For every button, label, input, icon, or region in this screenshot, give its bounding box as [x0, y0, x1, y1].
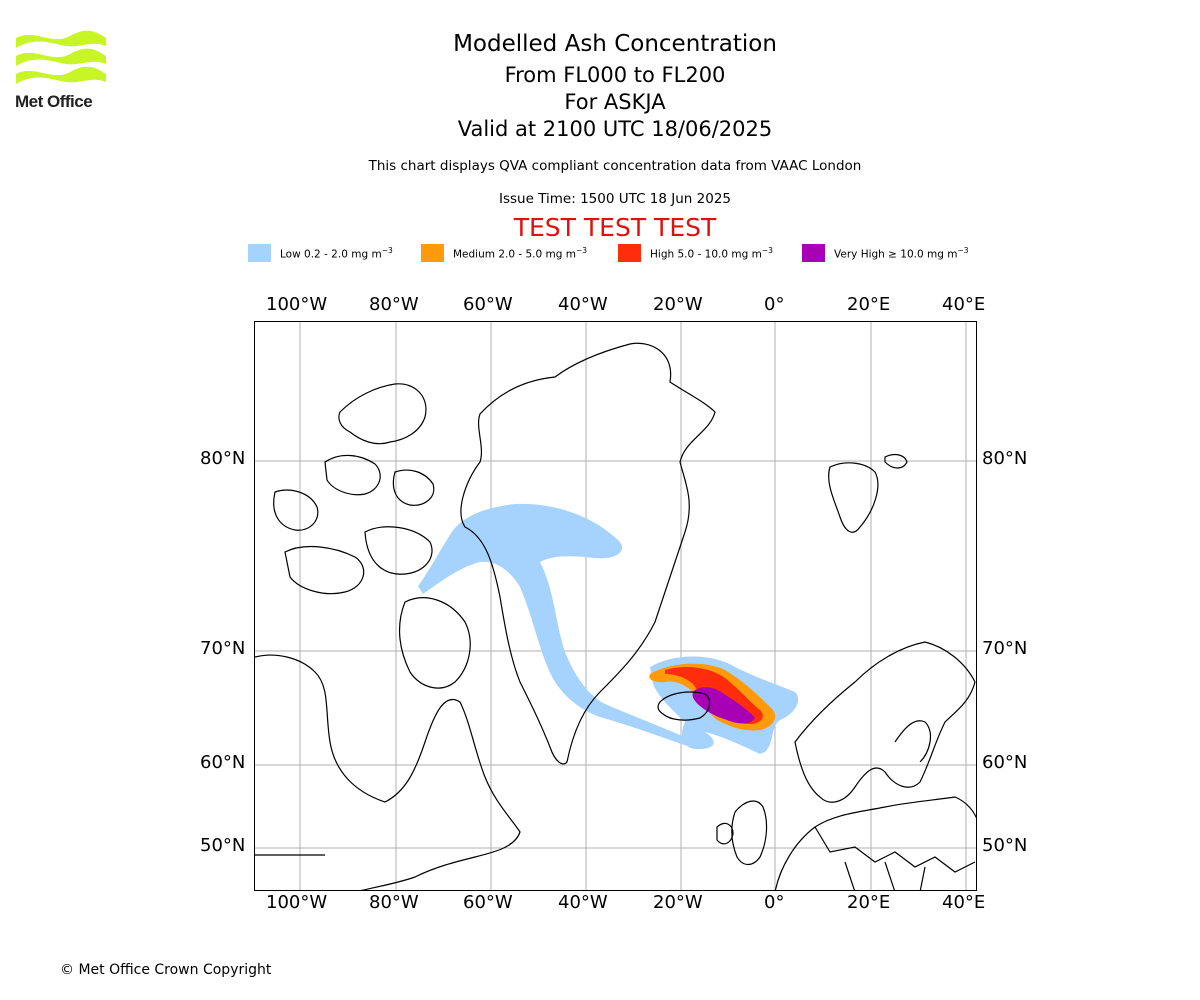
lat-label-right: 60°N	[982, 752, 1028, 773]
logo-text: Met Office	[15, 92, 93, 111]
lat-label-right: 80°N	[982, 448, 1028, 469]
valid-time: Valid at 2100 UTC 18/06/2025	[457, 117, 773, 141]
lon-label-bottom: 0°	[764, 892, 785, 913]
legend-item-medium: Medium 2.0 - 5.0 mg m−3	[421, 244, 587, 262]
lon-label-bottom: 60°W	[463, 892, 513, 913]
flight-level-range: From FL000 to FL200	[504, 63, 726, 87]
lon-label-bottom: 100°W	[266, 892, 328, 913]
legend-item-very-high: Very High ≥ 10.0 mg m−3	[802, 244, 969, 262]
legend-label-very-high: Very High ≥ 10.0 mg m	[834, 248, 958, 261]
lon-label-bottom: 20°E	[847, 892, 891, 913]
ash-very-high	[692, 687, 755, 724]
legend-swatch-very-high	[802, 244, 825, 262]
lon-label-top: 20°E	[847, 294, 891, 315]
chart-title: Modelled Ash Concentration	[453, 31, 777, 57]
lon-label-bottom: 80°W	[369, 892, 419, 913]
ash-concentration-map	[254, 321, 977, 891]
lon-label-top: 100°W	[266, 294, 328, 315]
lon-label-top: 60°W	[463, 294, 513, 315]
lon-label-top: 80°W	[369, 294, 419, 315]
coastlines	[255, 342, 976, 890]
lon-label-top: 40°W	[558, 294, 608, 315]
copyright-notice: © Met Office Crown Copyright	[60, 962, 272, 978]
legend-label-medium: Medium 2.0 - 5.0 mg m	[453, 248, 576, 261]
test-banner: TEST TEST TEST	[513, 213, 717, 242]
legend-item-high: High 5.0 - 10.0 mg m−3	[618, 244, 773, 262]
lat-label-left: 60°N	[200, 752, 246, 773]
met-office-logo	[16, 30, 106, 84]
lat-label-right: 50°N	[982, 835, 1028, 856]
lat-label-left: 80°N	[200, 448, 246, 469]
lon-label-bottom: 40°E	[942, 892, 986, 913]
lat-label-left: 50°N	[200, 835, 246, 856]
lon-label-top: 20°W	[653, 294, 703, 315]
legend-swatch-medium	[421, 244, 444, 262]
lon-label-bottom: 20°W	[653, 892, 703, 913]
legend-swatch-high	[618, 244, 641, 262]
volcano-name: For ASKJA	[564, 90, 666, 114]
issue-time: Issue Time: 1500 UTC 18 Jun 2025	[499, 191, 731, 207]
lon-label-bottom: 40°W	[558, 892, 608, 913]
legend-label-low: Low 0.2 - 2.0 mg m	[280, 248, 382, 261]
compliance-note: This chart displays QVA compliant concen…	[368, 158, 862, 174]
lon-label-top: 40°E	[942, 294, 986, 315]
graticule	[255, 322, 976, 890]
legend-label-high: High 5.0 - 10.0 mg m	[650, 248, 762, 261]
lat-label-left: 70°N	[200, 638, 246, 659]
legend-item-low: Low 0.2 - 2.0 mg m−3	[248, 244, 393, 262]
map-canvas	[255, 322, 976, 890]
lon-label-top: 0°	[764, 294, 785, 315]
legend-swatch-low	[248, 244, 271, 262]
lat-label-right: 70°N	[982, 638, 1028, 659]
